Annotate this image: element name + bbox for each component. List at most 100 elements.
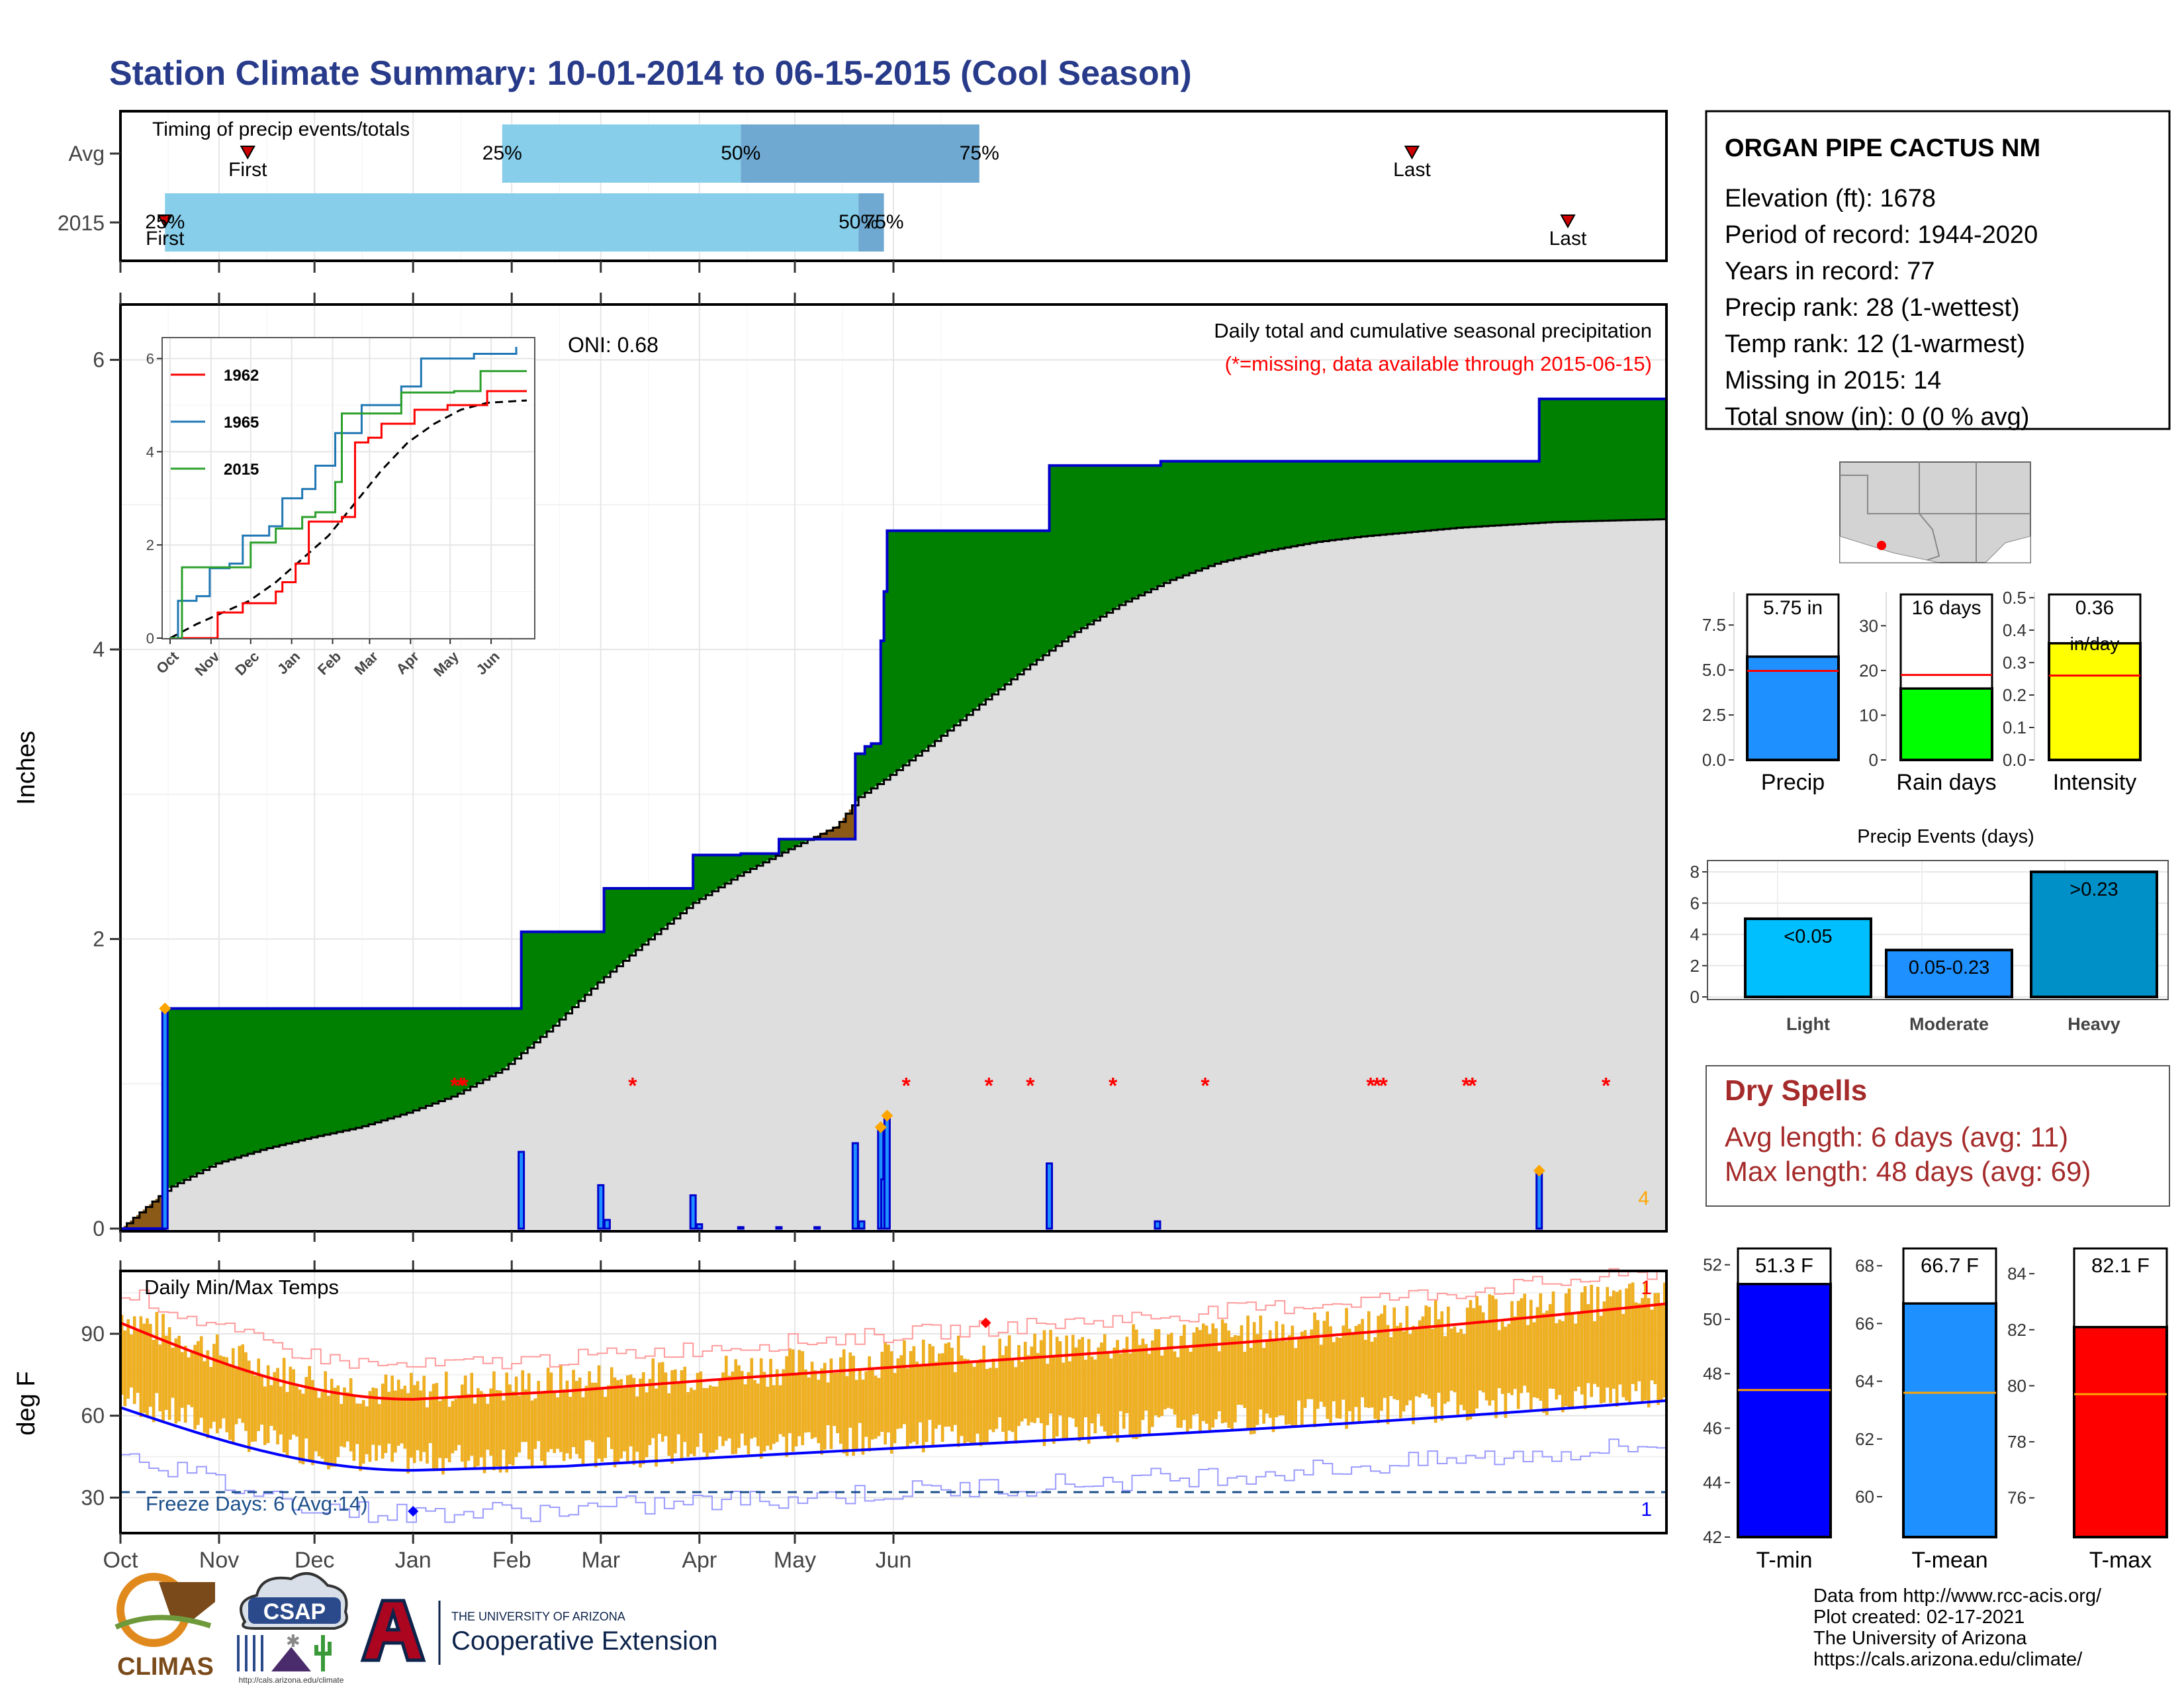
record-low-line [120, 1438, 1666, 1523]
temp-bar-t-min [1737, 1282, 1832, 1538]
page-title: Station Climate Summary: 10-01-2014 to 0… [109, 54, 1192, 93]
temp-bar-value-label: 66.7 F [1921, 1254, 1979, 1277]
daily-temp-range-bars [120, 1282, 1666, 1475]
ua-coop-extension: Cooperative Extension [451, 1626, 717, 1656]
month-label: Mar [582, 1548, 621, 1573]
month-label: Dec [295, 1548, 334, 1573]
avg-first-marker [240, 146, 255, 160]
dry-spells-box: Dry Spells Avg length: 6 days (avg: 11) … [1706, 1065, 2170, 1207]
location-map [1839, 461, 2031, 563]
station-location-dot [1877, 541, 1886, 550]
y2015-p25-p50-bar [165, 193, 859, 252]
temp-bar-category-label: T-max [2089, 1548, 2152, 1573]
precip-above-normal-area [165, 399, 1667, 1191]
temp-bar-tick-label: 80 [2007, 1376, 2026, 1395]
temp-bar-tick-label: 50 [1703, 1309, 1722, 1329]
precip-y-tick-label: 6 [93, 348, 105, 372]
avg-p75-label: 75% [960, 142, 999, 164]
climas-logo-text: CLIMAS [117, 1653, 214, 1681]
events-title: Precip Events (days) [1857, 826, 2034, 847]
precip-bar-tick-label: 10 [1859, 705, 1878, 725]
precip-bar-tick-label: 0.3 [2003, 653, 2026, 673]
temp-bar-tick-label: 44 [1703, 1473, 1722, 1493]
missing-day-marker: * [1468, 1073, 1477, 1098]
events-y-tick-label: 4 [1690, 925, 1700, 945]
events-category-label: Heavy [2068, 1014, 2120, 1034]
record-high-line [120, 1268, 1666, 1370]
daily-precip-bar [689, 1194, 697, 1230]
month-label: Nov [199, 1548, 239, 1573]
csap-url: http://cals.arizona.edu/climate [239, 1675, 344, 1685]
ua-a-icon [360, 1599, 426, 1662]
dry-spells-max: Max length: 48 days (avg: 69) [1725, 1156, 2091, 1187]
daily-precip-bar [1046, 1162, 1054, 1230]
precip-bar-value-label: 16 days [1911, 597, 1981, 619]
missing-day-marker: * [450, 1073, 459, 1098]
month-label: Oct [103, 1548, 138, 1573]
events-bar-heavy [2030, 870, 2158, 999]
precip-x-ticks [119, 261, 895, 1271]
temp-bar-label-box [2073, 1247, 2168, 1329]
inset-background [162, 338, 535, 639]
inset-y-tick-label: 6 [146, 351, 154, 367]
precip-bar-category-label: Rain days [1896, 770, 1996, 795]
inset-marks [169, 347, 527, 639]
daily-precip-bar [603, 1219, 611, 1230]
climo-cumulative-line [120, 518, 1668, 1230]
precip-bar-tick-label: 30 [1859, 616, 1878, 635]
y2015-first-label: First [146, 228, 185, 250]
extreme-precip-marker [1533, 1164, 1545, 1177]
timing-label: Timing of precip events/totals [152, 118, 410, 140]
missing-day-marker: * [1109, 1073, 1118, 1098]
csap-logo-text: CSAP [263, 1599, 326, 1624]
temp-bar-tick-label: 60 [1855, 1487, 1874, 1507]
station-precip-rank: Precip rank: 28 (1-wettest) [1725, 294, 2020, 322]
station-name: ORGAN PIPE CACTUS NM [1725, 134, 2040, 162]
map-mexico-east [1984, 536, 2031, 563]
precip-bar-tick-label: 0.5 [2003, 588, 2026, 608]
temp-bar-category-label: T-min [1756, 1548, 1813, 1573]
record-high-marker [980, 1317, 991, 1329]
missing-day-marker: * [1379, 1073, 1388, 1098]
precip-bar-tick-label: 7.5 [1702, 615, 1726, 635]
precip-annotation-title: Daily total and cumulative seasonal prec… [1214, 319, 1652, 342]
map-state-borders [1840, 462, 2030, 563]
oni-label: ONI: 0.68 [568, 333, 659, 357]
station-info-box: ORGAN PIPE CACTUS NM Elevation (ft): 167… [1705, 110, 2171, 431]
daily-precip-bar [858, 1220, 866, 1230]
precip-bar-tick-label: 0.0 [2003, 750, 2026, 770]
temp-y-tick-label: 30 [81, 1485, 105, 1509]
avg-tmin-line [120, 1399, 1667, 1472]
temp-bar-tick-label: 76 [2007, 1488, 2026, 1508]
precip-bar-value-label: 5.75 in [1763, 597, 1823, 619]
daily-precip-bar [1535, 1170, 1543, 1230]
precip-bar-value-label: 0.36 [2075, 597, 2114, 619]
precip-bar-intensity [2048, 641, 2142, 761]
station-snow: Total snow (in): 0 (0 % avg) [1725, 403, 2029, 431]
precip-bar-label-box [1746, 593, 1840, 658]
csap-bars-icon [237, 1635, 263, 1671]
daily-precip-bar [813, 1226, 821, 1230]
precip-y-tick-label: 0 [93, 1217, 105, 1241]
precip-y-axis: 0 2 4 6 [93, 348, 120, 1241]
inset-series-2015 [170, 370, 527, 639]
missing-day-marker: * [459, 1073, 469, 1098]
precip-y-label: Inches [13, 731, 40, 805]
record-low-marker [408, 1506, 419, 1517]
footer-credits: Data from http://www.rcc-acis.org/ Plot … [1813, 1585, 2102, 1670]
avg-last-label: Last [1393, 159, 1431, 181]
timing-row-2015: 2015 [58, 211, 105, 235]
precip-summary-bars: 0.0 2.5 5.0 7.5 5.75 in Precip 0 10 20 30 16 days R… [1702, 588, 2142, 795]
precip-bar-tick-label: 5.0 [1702, 660, 1726, 680]
inset-frame [161, 337, 535, 639]
missing-day-marker: * [628, 1073, 637, 1098]
y2015-last-label: Last [1549, 228, 1587, 250]
legend-label-2015: 2015 [224, 461, 259, 479]
precip-annotation-missing: (*=missing, data available through 2015-… [1225, 352, 1652, 375]
tmax-record-count: 1 [1641, 1277, 1652, 1299]
avg-p25-p50-bar [502, 124, 741, 183]
extreme-precip-marker [159, 1002, 171, 1015]
temp-bar-category-label: T-mean [1911, 1548, 1987, 1573]
